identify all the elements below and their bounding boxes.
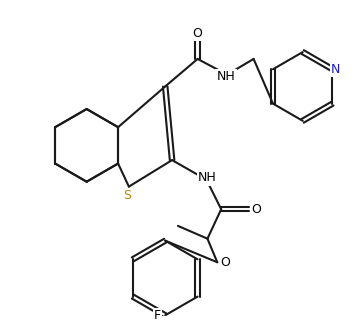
Text: O: O (252, 203, 262, 216)
Text: F: F (154, 309, 161, 322)
Text: NH: NH (198, 171, 217, 184)
Text: S: S (123, 189, 131, 202)
Text: O: O (220, 256, 230, 269)
Text: O: O (193, 27, 202, 40)
Text: NH: NH (217, 70, 235, 83)
Text: N: N (331, 63, 340, 76)
